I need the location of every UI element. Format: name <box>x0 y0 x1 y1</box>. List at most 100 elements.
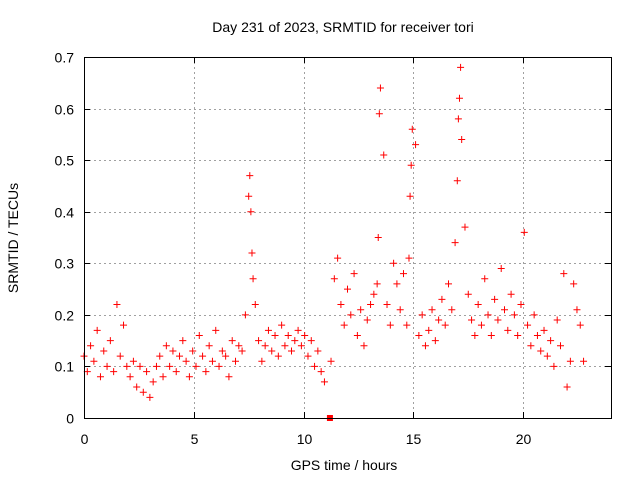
data-point <box>563 383 571 391</box>
data-point <box>405 254 413 262</box>
data-point <box>116 352 124 360</box>
x-tick-label: 0 <box>81 431 89 447</box>
data-point <box>464 290 472 298</box>
data-point <box>291 337 299 345</box>
data-point <box>540 326 548 334</box>
data-point <box>363 316 371 324</box>
y-tick-label: 0.7 <box>55 50 75 66</box>
y-tick-label: 0.3 <box>55 256 75 272</box>
data-point <box>481 275 489 283</box>
data-point <box>510 311 518 319</box>
x-tick-label: 15 <box>406 431 422 447</box>
data-point <box>113 301 121 309</box>
data-point <box>120 321 128 329</box>
data-point <box>208 357 216 365</box>
data-point <box>428 306 436 314</box>
data-point <box>560 270 568 278</box>
data-point <box>274 352 282 360</box>
data-point <box>156 352 164 360</box>
data-point <box>304 352 312 360</box>
x-axis-label: GPS time / hours <box>291 457 398 473</box>
data-point <box>441 321 449 329</box>
y-tick-label: 0.5 <box>55 153 75 169</box>
data-point <box>455 94 463 102</box>
data-point <box>370 290 378 298</box>
y-tick-label: 0.2 <box>55 308 75 324</box>
data-point <box>123 362 131 370</box>
data-point <box>367 301 375 309</box>
data-point <box>570 280 578 288</box>
data-point <box>133 383 141 391</box>
data-point <box>251 301 259 309</box>
y-tick-label: 0.1 <box>55 359 75 375</box>
data-point <box>284 331 292 339</box>
data-point <box>491 295 499 303</box>
x-tick-label: 5 <box>191 431 199 447</box>
data-point <box>580 357 588 365</box>
data-point <box>471 331 479 339</box>
data-point <box>146 393 154 401</box>
chart-title: Day 231 of 2023, SRMTID for receiver tor… <box>212 19 473 35</box>
data-point <box>373 280 381 288</box>
data-point <box>278 321 286 329</box>
data-point <box>166 362 174 370</box>
data-point <box>340 321 348 329</box>
data-point <box>241 311 249 319</box>
data-point <box>425 326 433 334</box>
data-point <box>514 331 522 339</box>
data-point <box>185 373 193 381</box>
data-point <box>330 275 338 283</box>
data-point <box>360 342 368 350</box>
data-point <box>457 63 465 71</box>
data-point <box>297 342 305 350</box>
data-point <box>527 342 535 350</box>
data-point <box>458 136 466 144</box>
data-point <box>550 362 558 370</box>
data-point <box>195 331 203 339</box>
data-point <box>543 352 551 360</box>
data-point <box>235 342 243 350</box>
data-point <box>247 208 255 216</box>
data-point <box>487 331 495 339</box>
data-point <box>129 357 137 365</box>
data-point <box>248 249 256 257</box>
data-point <box>215 362 223 370</box>
data-point <box>375 110 383 118</box>
data-point <box>386 321 394 329</box>
data-point <box>136 362 144 370</box>
data-point <box>246 172 254 180</box>
y-tick-label: 0.6 <box>55 102 75 118</box>
data-point <box>438 295 446 303</box>
x-tick-label: 10 <box>297 431 313 447</box>
data-point <box>139 388 147 396</box>
data-point <box>431 337 439 345</box>
data-point <box>376 84 384 92</box>
data-point <box>474 301 482 309</box>
data-point <box>468 316 476 324</box>
data-point <box>374 234 382 241</box>
data-point <box>192 362 200 370</box>
data-point <box>501 306 509 314</box>
data-point <box>573 306 581 314</box>
data-point <box>288 347 296 355</box>
data-point <box>337 301 345 309</box>
data-point <box>380 151 388 159</box>
data-point <box>412 141 420 149</box>
data-point <box>347 311 355 319</box>
data-point <box>261 342 269 350</box>
data-point <box>172 368 180 376</box>
data-point <box>311 362 319 370</box>
data-point <box>264 326 272 334</box>
data-point <box>520 228 528 236</box>
data-point <box>159 373 167 381</box>
data-point <box>533 331 541 339</box>
data-point <box>484 311 492 319</box>
data-point <box>448 306 456 314</box>
data-point <box>524 321 532 329</box>
data-point <box>103 362 111 370</box>
data-point <box>271 331 279 339</box>
data-point <box>477 321 485 329</box>
data-point <box>225 373 233 381</box>
data-point <box>258 357 266 365</box>
